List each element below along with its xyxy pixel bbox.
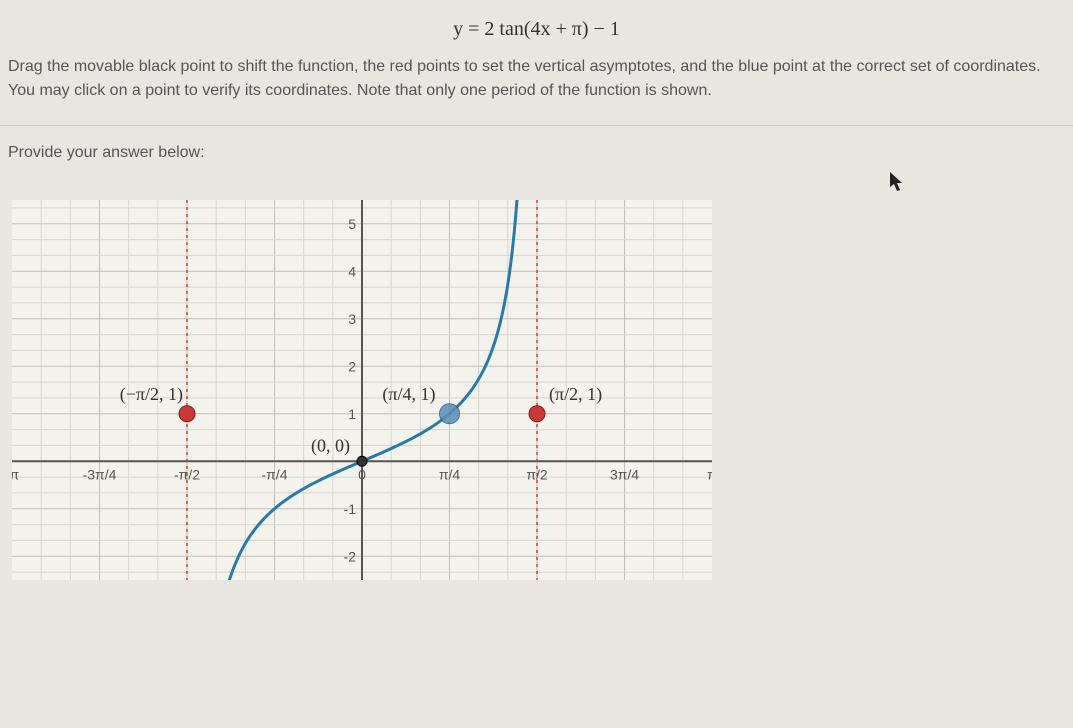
x-tick-label: -3π/4 (83, 466, 117, 482)
graph-container: -π-3π/4-π/2-π/40π/4π/23π/4π-2-112345(−π/… (0, 172, 1073, 585)
x-tick-label: π/4 (439, 466, 461, 482)
y-tick-label: -2 (344, 548, 357, 564)
point-label: (π/2, 1) (549, 384, 602, 405)
draggable-point-red-left[interactable] (179, 406, 195, 422)
y-tick-label: -1 (344, 501, 357, 517)
y-tick-label: 4 (348, 263, 356, 279)
point-label: (−π/2, 1) (120, 384, 183, 405)
y-tick-label: 1 (348, 406, 356, 422)
x-tick-label: -π (12, 466, 19, 482)
equation: y = 2 tan(4x + π) − 1 (0, 0, 1073, 55)
y-tick-label: 2 (348, 358, 356, 374)
x-tick-label: 3π/4 (610, 466, 639, 482)
mouse-cursor-icon (890, 172, 906, 192)
x-tick-label: 0 (358, 466, 366, 482)
function-graph[interactable]: -π-3π/4-π/2-π/40π/4π/23π/4π-2-112345(−π/… (12, 200, 712, 580)
point-label: (0, 0) (311, 435, 350, 456)
draggable-point-black[interactable] (357, 456, 367, 466)
function-curve (219, 200, 520, 580)
x-tick-label: π (707, 466, 712, 482)
x-tick-label: -π/4 (261, 466, 287, 482)
y-tick-label: 5 (348, 216, 356, 232)
y-tick-label: 3 (348, 311, 356, 327)
answer-label: Provide your answer below: (0, 125, 1073, 172)
draggable-point-red-right[interactable] (529, 406, 545, 422)
draggable-point-blue[interactable] (440, 404, 460, 424)
point-label: (π/4, 1) (382, 384, 435, 405)
instructions-text: Drag the movable black point to shift th… (0, 55, 1073, 125)
